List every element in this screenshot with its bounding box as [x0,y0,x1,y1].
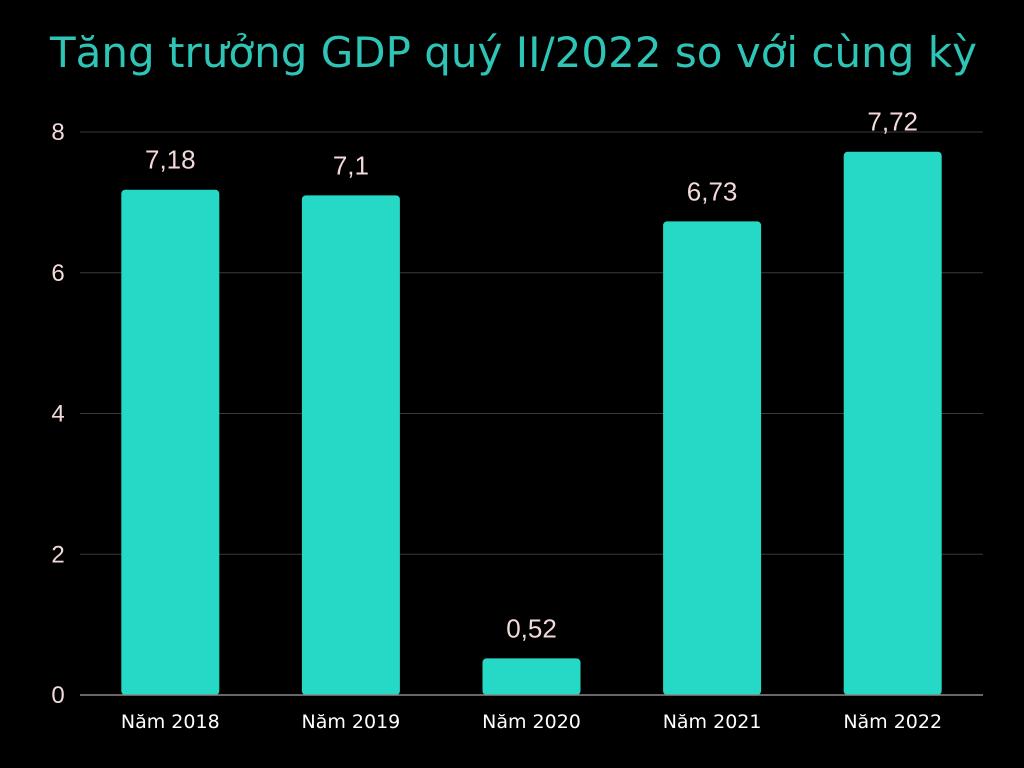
chart-title: Tăng trưởng GDP quý II/2022 so với cùng … [50,28,977,77]
bar [121,189,220,695]
bar [301,195,400,695]
y-tick-label: 4 [51,401,64,428]
x-tick-label: Năm 2021 [663,711,762,733]
bars [121,151,942,695]
x-tick-label: Năm 2019 [302,711,401,733]
bar [843,151,942,695]
gridlines [80,131,983,555]
y-tick-label: 6 [51,260,64,287]
bar [663,221,762,695]
x-tick-label: Năm 2022 [843,711,942,733]
x-tick-label: Năm 2020 [482,711,581,733]
labels: 0 2 4 6 8 7,18 Năm 2018 7,1 Năm 2019 0,52 Năm 2020… [51,107,942,733]
y-tick-label: 2 [51,541,64,568]
data-label: 7,1 [333,150,369,180]
bar [482,658,581,695]
data-label: 7,72 [867,107,918,137]
y-tick-label: 0 [51,682,64,709]
data-label: 7,18 [145,145,196,175]
x-tick-label: Năm 2018 [121,711,220,733]
y-tick-label: 8 [51,119,64,146]
data-label: 6,73 [687,176,738,206]
data-label: 0,52 [506,613,557,643]
